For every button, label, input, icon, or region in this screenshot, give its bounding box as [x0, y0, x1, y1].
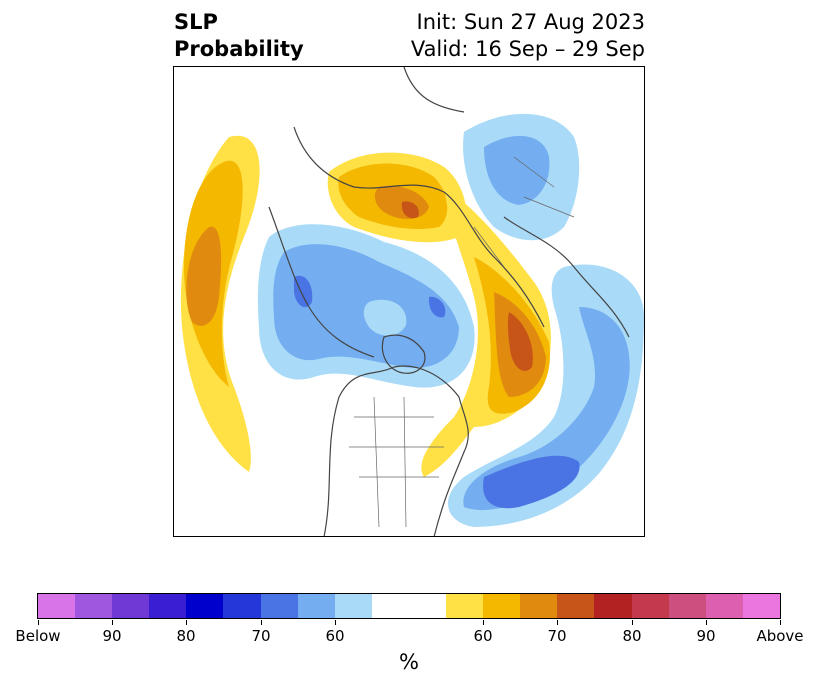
- colorbar-segment: [483, 594, 521, 618]
- colorbar-segment: [446, 594, 484, 618]
- colorbar-tick: [112, 620, 113, 625]
- colorbar-segment: [223, 594, 261, 618]
- colorbar-tick: [186, 620, 187, 625]
- anomaly-arctic-core: [294, 275, 313, 308]
- title-variable: SLP: [174, 10, 218, 34]
- colorbar-unit: %: [399, 650, 419, 674]
- colorbar-tick: [780, 620, 781, 625]
- anomaly-siberia-peak: [401, 201, 419, 219]
- map-panel: [173, 66, 645, 537]
- polar-map: [180, 67, 644, 536]
- anomaly-eastasia-mid: [484, 135, 550, 205]
- chart-subtitle: Init: Sun 27 Aug 2023 Valid: 16 Sep – 29…: [411, 9, 645, 63]
- anomaly-europe-peak: [507, 312, 533, 371]
- colorbar-tick-label: 60: [473, 627, 493, 645]
- colorbar-tick-label: 80: [176, 627, 196, 645]
- colorbar-segment: [631, 594, 669, 618]
- colorbar-tick-label: Above: [756, 627, 804, 645]
- colorbar-segment: [520, 594, 558, 618]
- colorbar-segment: [594, 594, 632, 618]
- colorbar-tick-label: 60: [325, 627, 345, 645]
- anomaly-pacific-high: [186, 226, 222, 326]
- colorbar-tick-label: 80: [622, 627, 642, 645]
- colorbar-segment: [557, 594, 595, 618]
- colorbar-segment: [38, 594, 76, 618]
- anomaly-arctic-hole: [363, 299, 407, 336]
- colorbar-tick-label: 90: [696, 627, 716, 645]
- valid-range: Valid: 16 Sep – 29 Sep: [410, 37, 645, 61]
- anomaly-atlantic-core: [483, 455, 580, 509]
- colorbar-segment: [742, 594, 780, 618]
- borders: [349, 156, 575, 528]
- colorbar-tick: [261, 620, 262, 625]
- colorbar-tick: [557, 620, 558, 625]
- colorbar-segment: [186, 594, 224, 618]
- colorbar-tick: [632, 620, 633, 625]
- chart-title: SLP Probability: [174, 9, 304, 63]
- anomaly-arctic-core2: [428, 296, 446, 318]
- colorbar-tick-label: 90: [102, 627, 122, 645]
- init-date: Init: Sun 27 Aug 2023: [416, 10, 645, 34]
- colorbar-segment: [334, 594, 372, 618]
- colorbar-tick: [706, 620, 707, 625]
- title-product: Probability: [174, 37, 304, 61]
- colorbar-segment: [297, 594, 335, 618]
- colorbar-segment: [149, 594, 187, 618]
- colorbar-segment: [260, 594, 298, 618]
- colorbar-segment: [75, 594, 113, 618]
- colorbar-segment: [371, 594, 447, 618]
- colorbar-segment: [668, 594, 706, 618]
- colorbar-tick: [335, 620, 336, 625]
- colorbar-segment: [112, 594, 150, 618]
- colorbar-tick-label: 70: [251, 627, 271, 645]
- colorbar: [37, 593, 781, 619]
- colorbar-tick: [483, 620, 484, 625]
- colorbar-tick-label: 70: [547, 627, 567, 645]
- colorbar-tick: [38, 620, 39, 625]
- coastlines: [268, 67, 630, 536]
- colorbar-segment: [705, 594, 743, 618]
- colorbar-tick-label: Below: [15, 627, 61, 645]
